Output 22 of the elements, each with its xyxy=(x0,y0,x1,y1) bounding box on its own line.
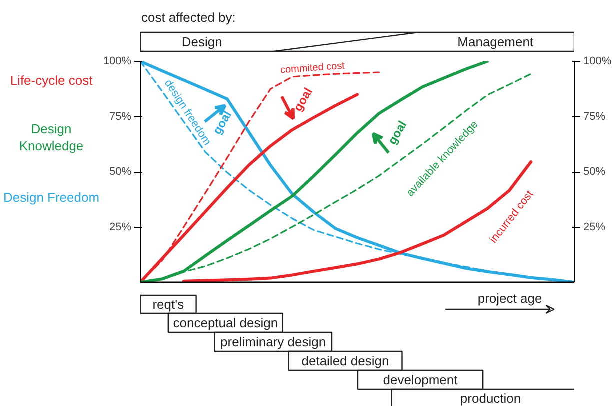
text: Life-cycle cost xyxy=(10,73,94,88)
text: project age xyxy=(478,291,542,306)
text: Design Freedom xyxy=(3,190,100,205)
text: Design xyxy=(182,34,222,50)
y2-tick-label: 100% xyxy=(584,56,612,68)
text: detailed design xyxy=(302,354,390,368)
y2-tick-label: 25% xyxy=(584,221,606,234)
text: preliminary design xyxy=(220,334,326,350)
text: reqt's xyxy=(152,297,185,312)
y2-tick-label: 50% xyxy=(584,166,606,178)
y-tick-label: 100% xyxy=(103,56,132,68)
y-tick-label: 25% xyxy=(109,221,132,234)
y-tick-label: 75% xyxy=(109,110,132,123)
text: development xyxy=(383,372,458,388)
series-label: commited cost xyxy=(280,60,346,76)
text: production xyxy=(460,391,522,406)
text: Design Knowledge xyxy=(19,122,84,154)
y-tick-label: 50% xyxy=(109,166,132,178)
text: Management xyxy=(458,34,534,50)
text: cost affected by: xyxy=(141,10,236,25)
y2-tick-label: 75% xyxy=(584,110,606,123)
text: conceptual design xyxy=(173,316,278,330)
